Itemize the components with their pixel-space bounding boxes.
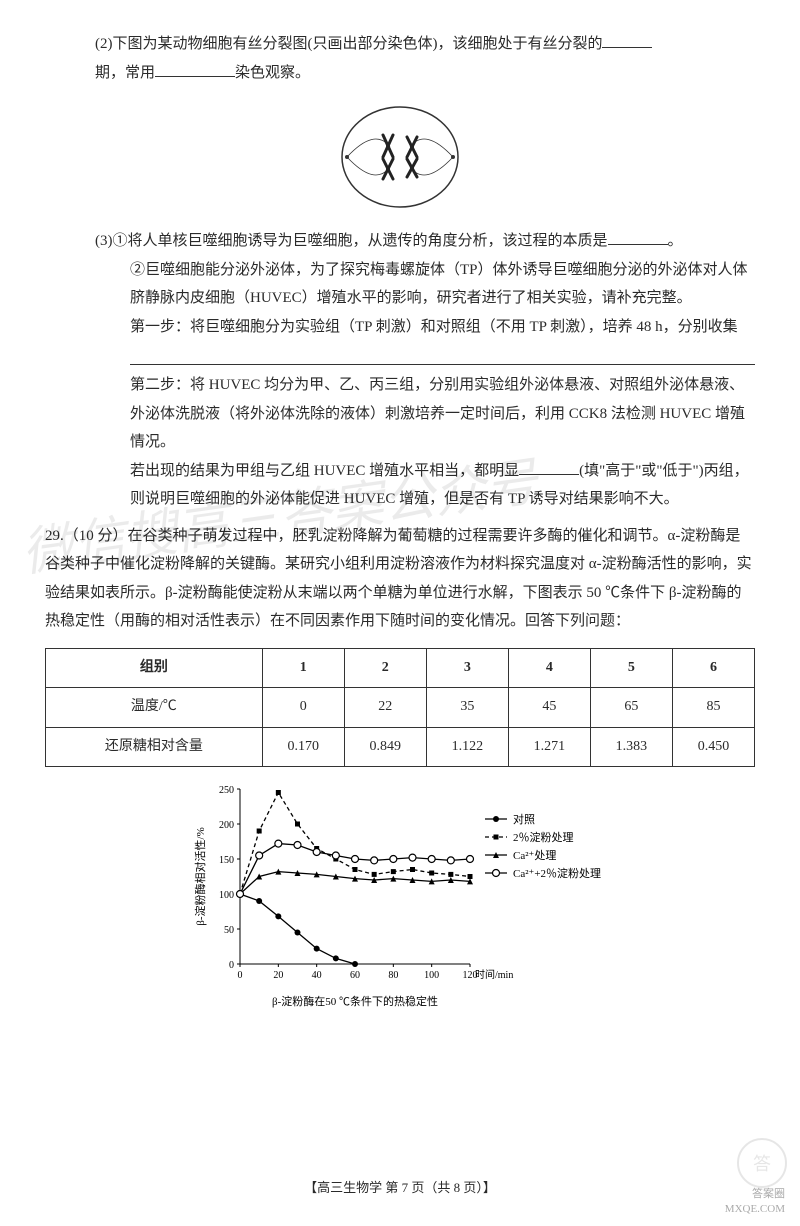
blank-long (130, 347, 755, 365)
corner-wm-2: MXQE.COM (725, 1202, 785, 1216)
td: 1.271 (508, 727, 590, 767)
data-table: 组别 1 2 3 4 5 6 温度/℃ 0 22 35 45 65 85 还原糖… (45, 648, 755, 768)
svg-text:0: 0 (238, 970, 243, 981)
svg-text:200: 200 (219, 820, 234, 831)
q29-intro: 29.（10 分）在谷类种子萌发过程中，胚乳淀粉降解为葡萄糖的过程需要许多酶的催… (45, 522, 755, 636)
td: 温度/℃ (46, 688, 263, 728)
svg-text:β-淀粉酶相对活性/%: β-淀粉酶相对活性/% (193, 828, 207, 926)
svg-text:2％淀粉处理: 2％淀粉处理 (513, 830, 574, 844)
corner-wm-1: 答案圈 (725, 1187, 785, 1201)
chart-svg: 050100150200250020406080100120β-淀粉酶相对活性/… (190, 779, 610, 1009)
table-row: 组别 1 2 3 4 5 6 (46, 648, 755, 688)
q28-2-text-c: 染色观察。 (235, 65, 310, 81)
svg-text:60: 60 (350, 970, 360, 981)
blank (155, 62, 235, 77)
q28-3-line1: (3)①将人单核巨噬细胞诱导为巨噬细胞，从遗传的角度分析，该过程的本质是 。 (45, 227, 755, 256)
td: 65 (590, 688, 672, 728)
blank (519, 460, 579, 475)
th: 6 (672, 648, 754, 688)
table-row: 温度/℃ 0 22 35 45 65 85 (46, 688, 755, 728)
q28-2-line2: 期，常用 染色观察。 (45, 59, 755, 88)
q28-2-text-a: (2)下图为某动物细胞有丝分裂图(只画出部分染色体)，该细胞处于有丝分裂的 (95, 36, 602, 52)
th: 3 (426, 648, 508, 688)
svg-text:50: 50 (224, 925, 234, 936)
blank (602, 33, 652, 48)
svg-text:0: 0 (229, 960, 234, 971)
th: 1 (262, 648, 344, 688)
svg-text:80: 80 (388, 970, 398, 981)
td: 0.170 (262, 727, 344, 767)
td: 1.122 (426, 727, 508, 767)
q28-3-step2: 第二步：将 HUVEC 均分为甲、乙、丙三组，分别用实验组外泌体悬液、对照组外泌… (45, 371, 755, 457)
svg-text:β-淀粉酶在50 ℃条件下的热稳定性: β-淀粉酶在50 ℃条件下的热稳定性 (272, 994, 438, 1008)
td: 0 (262, 688, 344, 728)
td: 85 (672, 688, 754, 728)
q28-2-line1: (2)下图为某动物细胞有丝分裂图(只画出部分染色体)，该细胞处于有丝分裂的 (45, 30, 755, 59)
svg-text:对照: 对照 (513, 812, 535, 826)
svg-text:Ca²⁺处理: Ca²⁺处理 (513, 849, 556, 862)
q28-3-step1: 第一步：将巨噬细胞分为实验组（TP 刺激）和对照组（不用 TP 刺激），培养 4… (45, 313, 755, 342)
blank (608, 230, 668, 245)
th: 2 (344, 648, 426, 688)
corner-watermark: 答案圈 MXQE.COM (725, 1187, 785, 1216)
table-row: 还原糖相对含量 0.170 0.849 1.122 1.271 1.383 0.… (46, 727, 755, 767)
th: 5 (590, 648, 672, 688)
svg-text:100: 100 (219, 890, 234, 901)
cell-mitosis-diagram (335, 97, 465, 217)
svg-text:Ca²⁺+2％淀粉处理: Ca²⁺+2％淀粉处理 (513, 866, 601, 880)
td: 45 (508, 688, 590, 728)
td: 22 (344, 688, 426, 728)
result-a: 若出现的结果为甲组与乙组 HUVEC 增殖水平相当，都明显 (130, 463, 519, 479)
svg-text:100: 100 (424, 970, 439, 981)
td: 还原糖相对含量 (46, 727, 263, 767)
svg-text:40: 40 (312, 970, 322, 981)
stability-chart: 050100150200250020406080100120β-淀粉酶相对活性/… (45, 779, 755, 1020)
q28-3-line2: ②巨噬细胞能分泌外泌体，为了探究梅毒螺旋体（TP）体外诱导巨噬细胞分泌的外泌体对… (45, 256, 755, 313)
th: 组别 (46, 648, 263, 688)
svg-text:答: 答 (753, 1154, 771, 1174)
corner-logo-icon: 答 (735, 1136, 790, 1191)
q28-2-text-b: 期，常用 (95, 65, 155, 81)
svg-text:150: 150 (219, 855, 234, 866)
q28-3-1a: (3)①将人单核巨噬细胞诱导为巨噬细胞，从遗传的角度分析，该过程的本质是 (95, 233, 608, 249)
td: 0.849 (344, 727, 426, 767)
th: 4 (508, 648, 590, 688)
svg-text:时间/min: 时间/min (475, 968, 513, 981)
svg-text:250: 250 (219, 785, 234, 796)
td: 1.383 (590, 727, 672, 767)
page-footer: 【高三生物学 第 7 页（共 8 页）】 (0, 1176, 800, 1201)
step1-a: 第一步：将巨噬细胞分为实验组（TP 刺激）和对照组（不用 TP 刺激），培养 4… (130, 319, 738, 335)
td: 0.450 (672, 727, 754, 767)
svg-text:20: 20 (273, 970, 283, 981)
td: 35 (426, 688, 508, 728)
q28-3-1b: 。 (668, 233, 683, 249)
q28-3-result: 若出现的结果为甲组与乙组 HUVEC 增殖水平相当，都明显(填"高于"或"低于"… (45, 457, 755, 514)
